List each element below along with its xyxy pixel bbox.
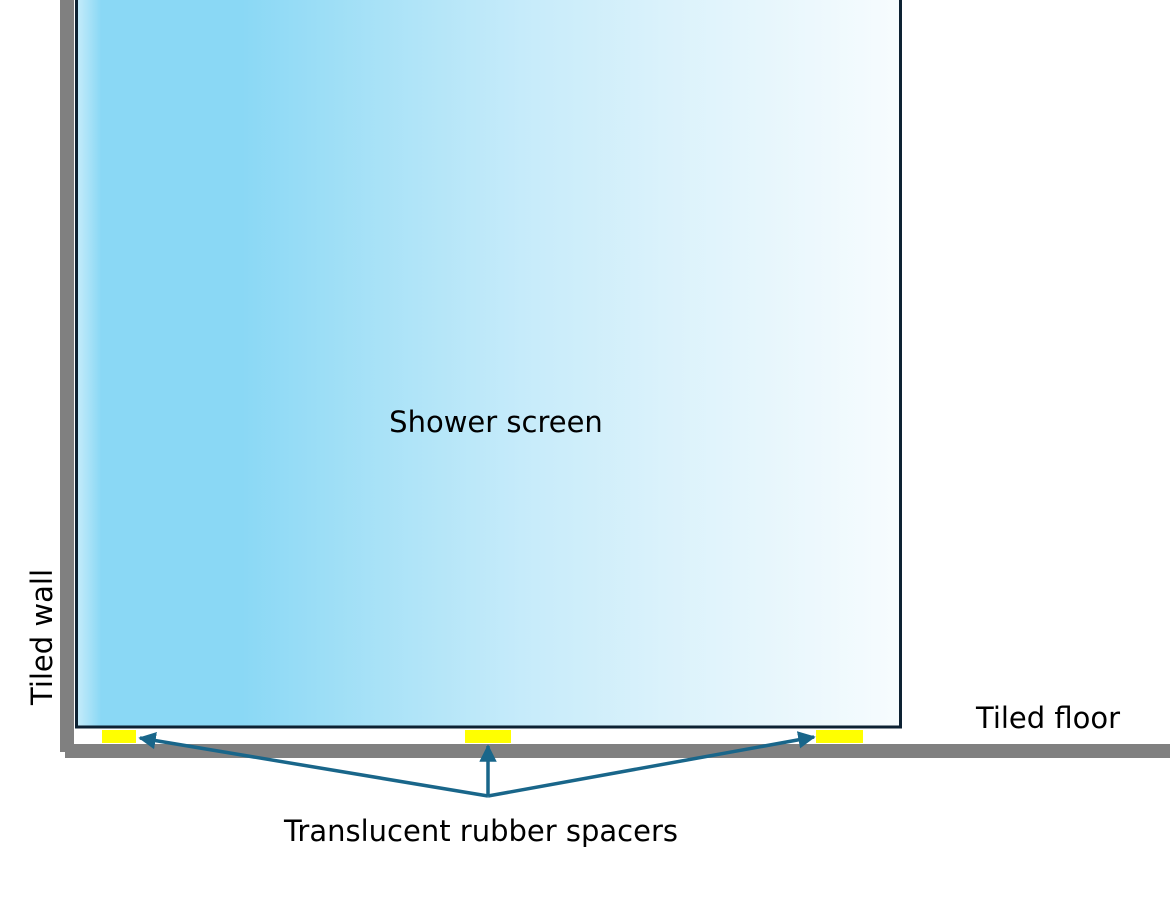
tiled-floor: [65, 744, 1170, 758]
wall-label: Tiled wall: [25, 569, 59, 706]
spacers-label: Translucent rubber spacers: [283, 814, 678, 848]
spacer-middle: [465, 730, 511, 743]
arrow-right: [487, 731, 816, 798]
shower-screen: [75, 0, 902, 729]
screen-label: Shower screen: [389, 405, 603, 439]
spacer-left: [102, 730, 136, 743]
spacer-right: [816, 730, 863, 743]
tiled-wall: [60, 0, 74, 752]
arrow-left: [138, 731, 489, 798]
floor-label: Tiled floor: [975, 701, 1120, 735]
